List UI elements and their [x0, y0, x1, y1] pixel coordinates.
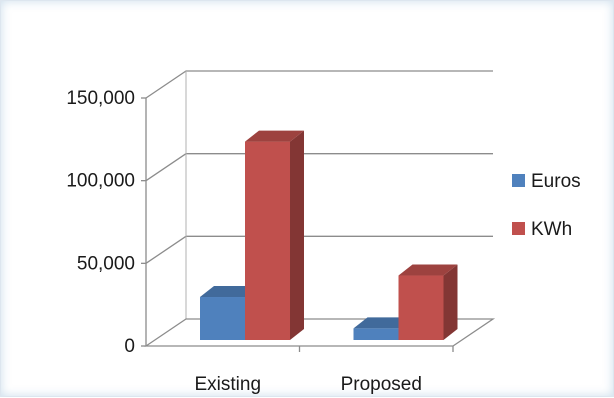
x-category-label: Existing	[194, 374, 261, 395]
axes	[141, 71, 496, 352]
y-tick-label: 150,000	[66, 88, 135, 109]
bar-front-face	[398, 275, 444, 340]
bar-top-face	[200, 286, 259, 298]
bar-side-face	[290, 130, 304, 340]
legend-item-euros: Euros	[512, 171, 581, 192]
y-tick-labels: 0 50,000 100,000 150,000	[66, 88, 135, 357]
legend-swatch	[512, 222, 525, 235]
legend-item-kwh: KWh	[512, 219, 572, 240]
gridline	[145, 153, 493, 182]
bar-front-face	[200, 297, 245, 340]
floor	[143, 318, 496, 347]
legend-swatch	[512, 174, 525, 187]
bar-kwh-existing	[245, 130, 304, 340]
bar-top-face	[353, 317, 413, 329]
y-tick-label: 50,000	[77, 253, 135, 274]
bar-top-face	[245, 130, 304, 142]
x-category-labels: Existing Proposed	[194, 374, 421, 395]
gridlines	[145, 70, 493, 264]
legend-label: KWh	[531, 219, 572, 240]
gridline	[145, 70, 493, 99]
gridline	[145, 235, 493, 264]
y-tick-label: 100,000	[66, 171, 135, 192]
bar-top-face	[398, 264, 458, 276]
legend: Euros KWh	[512, 171, 581, 240]
bar-kwh-proposed	[398, 264, 458, 340]
bar-front-face	[245, 141, 290, 340]
x-category-label: Proposed	[341, 374, 422, 395]
bars	[200, 130, 458, 340]
legend-label: Euros	[531, 171, 581, 192]
y-tick-label: 0	[124, 336, 135, 357]
bar-side-face	[443, 264, 458, 340]
bar-front-face	[353, 328, 399, 340]
